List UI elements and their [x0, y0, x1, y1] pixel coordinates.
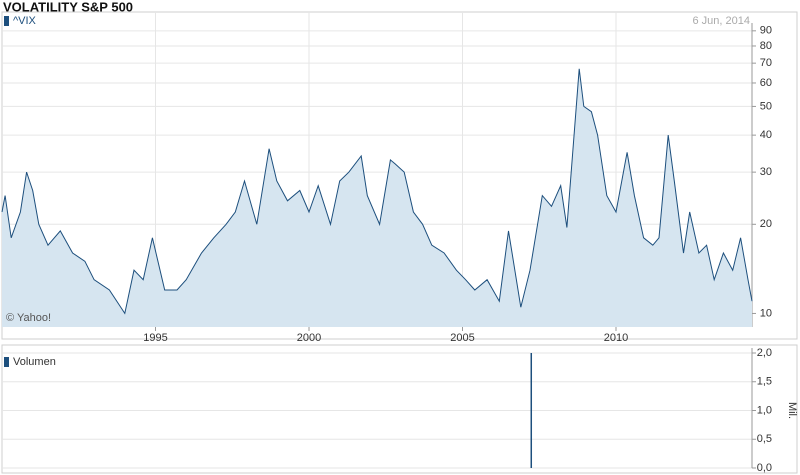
- y-tick-label: 40: [760, 129, 772, 141]
- legend-swatch: [4, 357, 9, 367]
- y-tick-label: 50: [760, 100, 772, 112]
- legend-label: ^VIX: [13, 15, 37, 27]
- plot-frame: [1, 344, 798, 474]
- y-tick-label: 1,0: [757, 404, 772, 416]
- y-tick-label: 10: [760, 307, 772, 319]
- source: © Yahoo!: [6, 312, 51, 324]
- legend-swatch: [4, 16, 9, 26]
- y-tick-label: 2,0: [757, 347, 772, 359]
- area: [2, 68, 752, 328]
- plot-frame: [1, 11, 798, 340]
- bar: [530, 353, 533, 468]
- y-tick-label: 0,0: [757, 462, 772, 474]
- x-tick-label: 2005: [450, 332, 474, 344]
- date: 6 Jun, 2014: [693, 15, 751, 27]
- y-tick-label: 1,5: [757, 376, 772, 388]
- legend-label: Volumen: [13, 356, 56, 368]
- y-axis-label: Mil.: [786, 402, 798, 419]
- y-tick-label: 70: [760, 57, 772, 69]
- y-tick-label: 90: [760, 25, 772, 37]
- x-tick-label: 1995: [143, 332, 167, 344]
- x-tick-label: 2000: [297, 332, 321, 344]
- y-tick-label: 80: [760, 40, 772, 52]
- y-tick-label: 20: [760, 218, 772, 230]
- x-tick-label: 2010: [604, 332, 628, 344]
- y-tick-label: 30: [760, 166, 772, 178]
- y-tick-label: 60: [760, 77, 772, 89]
- chart-title: VOLATILITY S&P 500: [3, 0, 133, 14]
- line: [1, 68, 753, 315]
- y-tick-label: 0,5: [757, 433, 772, 445]
